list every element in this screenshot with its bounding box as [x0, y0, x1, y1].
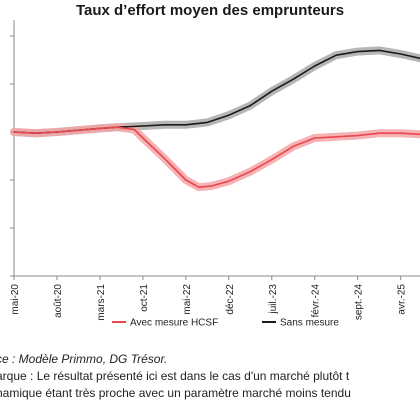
x-tick-label: mai-22 [182, 284, 193, 315]
x-tick-label: sept.-24 [354, 284, 365, 321]
remark-line-1: arque : Le résultat présenté ici est dan… [0, 369, 350, 383]
x-tick-label: août-20 [53, 284, 64, 318]
x-tick-label: mai-20 [10, 284, 21, 315]
x-tick-label: avr.-25 [397, 284, 408, 315]
x-tick-labels: mai-20 août-20 mars-21 oct-21 mai-22 déc-22 ju… [10, 284, 408, 321]
remark-line-2: namique étant très proche avec un paramè… [0, 386, 351, 400]
chart-notes: ce : Modèle Primmo, DG Trésor. arque : L… [0, 351, 420, 402]
x-tick-label: mars-21 [96, 284, 107, 321]
chart-title: Taux d’effort moyen des emprunteurs [75, 2, 345, 19]
series-band [10, 46, 420, 138]
source-note: ce : Modèle Primmo, DG Trésor. [0, 352, 168, 366]
series-lines [13, 49, 420, 188]
x-tick-label: oct-21 [139, 284, 150, 312]
legend-label: Avec mesure HCSF [130, 318, 218, 329]
x-tick-label: déc-22 [225, 284, 236, 315]
x-tick-label: févr.-24 [311, 284, 322, 318]
legend-label: Sans mesure [280, 318, 339, 329]
chart-plot: mai-20 août-20 mars-21 oct-21 mai-22 déc-22 ju… [10, 20, 420, 329]
series-line [13, 126, 420, 188]
x-tick-label: juil.-23 [268, 284, 279, 315]
chart-legend: Avec mesure HCSF Sans mesure [112, 318, 339, 329]
chart-axes [10, 20, 420, 280]
